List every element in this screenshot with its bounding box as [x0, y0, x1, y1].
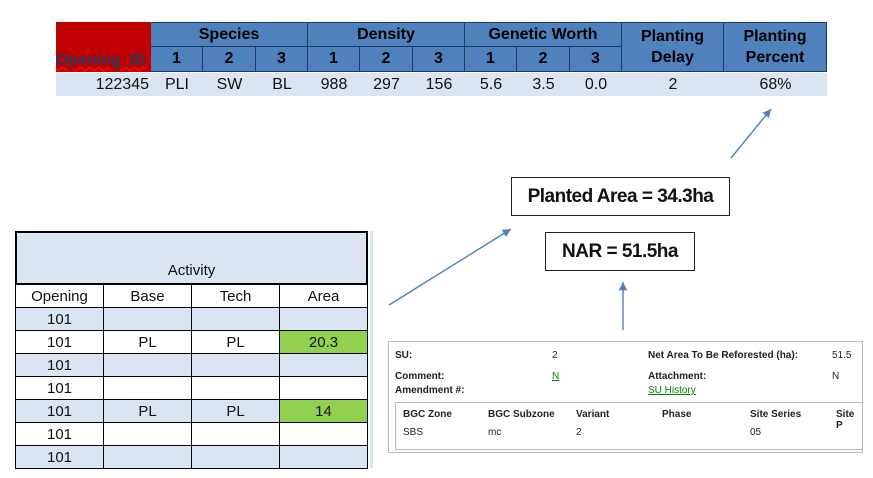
planting-delay-value: 2 [622, 73, 724, 96]
activity-row-3-tech [192, 354, 280, 377]
species-col-2: 2 [203, 47, 256, 72]
phase-header: Phase [662, 409, 692, 420]
activity-header-area: Area [280, 285, 368, 308]
density-col-1: 1 [308, 47, 360, 72]
planting-percent-value: 68% [724, 73, 827, 96]
activity-row-6-base [104, 423, 192, 446]
density-col-2: 2 [360, 47, 413, 72]
activity-row-7-area [280, 446, 368, 469]
genetic-worth-col-2: 2 [517, 47, 570, 72]
activity-row-1-area [280, 308, 368, 331]
activity-row-1-tech [192, 308, 280, 331]
planting-delay-header: Planting Delay [622, 22, 724, 72]
bgc-grid: BGC Zone BGC Subzone Variant Phase Site … [395, 402, 862, 450]
net-area-label: Net Area To Be Reforested (ha): [648, 350, 799, 361]
activity-row-5-area: 14 [280, 400, 368, 423]
activity-row-2-tech: PL [192, 331, 280, 354]
activity-row-4-base [104, 377, 192, 400]
activity-header-base: Base [104, 285, 192, 308]
bgc-zone-value: SBS [403, 427, 424, 438]
opening-id-label: Opening_ID [56, 52, 146, 69]
species-1-value: PLI [151, 73, 203, 96]
activity-header-tech: Tech [192, 285, 280, 308]
genetic-worth-3-value: 0.0 [570, 73, 622, 96]
planting-percent-header: Planting Percent [724, 22, 827, 72]
activity-title: Activity [15, 231, 368, 285]
attachment-value: N [832, 371, 840, 382]
genetic-worth-2-value: 3.5 [517, 73, 570, 96]
species-header: Species [151, 22, 308, 47]
activity-row-4-tech [192, 377, 280, 400]
activity-row-3-area [280, 354, 368, 377]
activity-row-7-base [104, 446, 192, 469]
site-series-header: Site Series [750, 409, 802, 420]
activity-row-6-tech [192, 423, 280, 446]
activity-row-1-base [104, 308, 192, 331]
species-col-1: 1 [151, 47, 203, 72]
site-series-value: 05 [750, 427, 762, 438]
site-p-header: Site P [836, 409, 855, 431]
density-1-value: 988 [308, 73, 360, 96]
arrow-to-planting-percent [730, 108, 772, 159]
activity-header-opening: Opening [15, 285, 104, 308]
activity-row-7-opening: 101 [15, 446, 104, 469]
variant-value: 2 [576, 427, 582, 438]
species-3-value: BL [256, 73, 308, 96]
activity-row-3-opening: 101 [15, 354, 104, 377]
activity-row-5-base: PL [104, 400, 192, 423]
attachment-label: Attachment: [648, 371, 707, 382]
activity-row-6-opening: 101 [15, 423, 104, 446]
nar-callout: NAR = 51.5ha [545, 232, 695, 271]
activity-row-2-opening: 101 [15, 331, 104, 354]
opening-id-header: Opening_ID [56, 22, 151, 72]
activity-row-3-base [104, 354, 192, 377]
activity-row-2-area: 20.3 [280, 331, 368, 354]
amendment-label: Amendment #: [395, 385, 465, 396]
activity-row-1-opening: 101 [15, 308, 104, 331]
activity-row-7-tech [192, 446, 280, 469]
arrow-to-planted-area [388, 228, 512, 306]
bgc-zone-header: BGC Zone [403, 409, 452, 420]
variant-header: Variant [576, 409, 610, 420]
genetic-worth-col-3: 3 [570, 47, 622, 72]
comment-link[interactable]: N [552, 371, 560, 382]
genetic-worth-col-1: 1 [465, 47, 517, 72]
comment-label: Comment: [395, 371, 445, 382]
planting-summary-table: Opening_ID Species Density Genetic Worth… [56, 22, 827, 96]
activity-row-4-opening: 101 [15, 377, 104, 400]
species-2-value: SW [203, 73, 256, 96]
su-history-link[interactable]: SU History [648, 385, 696, 396]
activity-row-5-opening: 101 [15, 400, 104, 423]
opening-id-value: 122345 [56, 73, 151, 96]
species-col-3: 3 [256, 47, 308, 72]
net-area-value: 51.5 [832, 350, 852, 361]
density-3-value: 156 [413, 73, 465, 96]
density-col-3: 3 [413, 47, 465, 72]
bgc-subzone-value: mc [488, 427, 502, 438]
density-2-value: 297 [360, 73, 413, 96]
density-header: Density [308, 22, 465, 47]
genetic-worth-header: Genetic Worth [465, 22, 622, 47]
planted-area-callout: Planted Area = 34.3ha [511, 177, 730, 216]
su-detail-panel: SU: 2 Net Area To Be Reforested (ha): 51… [388, 341, 863, 453]
activity-row-4-area [280, 377, 368, 400]
genetic-worth-1-value: 5.6 [465, 73, 517, 96]
su-label: SU: [395, 350, 413, 361]
activity-row-5-tech: PL [192, 400, 280, 423]
activity-right-edge [370, 231, 373, 468]
activity-row-2-base: PL [104, 331, 192, 354]
su-value: 2 [552, 350, 558, 361]
bgc-subzone-header: BGC Subzone [488, 409, 555, 420]
activity-row-6-area [280, 423, 368, 446]
